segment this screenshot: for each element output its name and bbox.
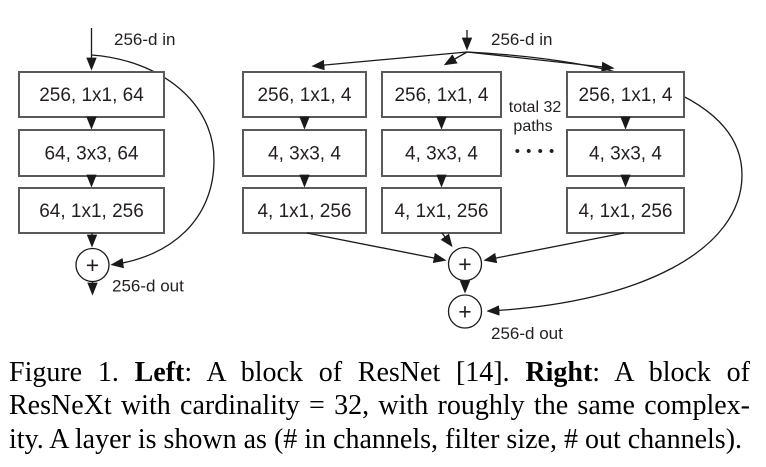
- layer-box: [18, 187, 165, 234]
- layer-label: 256, 1x1, 4: [394, 85, 488, 106]
- plus-icon: +: [458, 251, 471, 277]
- layer-box: [381, 187, 502, 234]
- caption-bold-right: Right: [525, 357, 593, 388]
- caption-line-2: ResNeXt with cardinality = 32, with roug…: [9, 390, 750, 422]
- resnext-path-2: 256, 1x1, 4 4, 3x3, 4 4, 1x1, 256: [381, 71, 502, 234]
- layer-label: 256, 1x1, 4: [578, 85, 672, 106]
- output-dim-label: 256-d out: [491, 324, 563, 343]
- layer-label: 4, 1x1, 256: [578, 201, 672, 222]
- output-dim-label: 256-d out: [112, 277, 184, 296]
- total-paths-note-line2: paths: [513, 118, 552, 135]
- branch-arrow: [311, 51, 468, 71]
- layer-label: 4, 1x1, 256: [394, 201, 488, 222]
- input-dim-label: 256-d in: [491, 30, 552, 49]
- layer-box: [18, 71, 165, 118]
- layer-label: 4, 3x3, 4: [589, 144, 662, 165]
- skip-connection-arrow: [466, 51, 743, 316]
- caption-text: : A block of ResNet [14].: [184, 357, 526, 388]
- layer-label: 256, 1x1, 64: [39, 85, 144, 106]
- ellipsis-dots: • • • •: [515, 143, 556, 160]
- input-dim-label: 256-d in: [114, 30, 175, 49]
- plus-icon: +: [86, 252, 99, 278]
- layer-label: 64, 3x3, 64: [44, 144, 138, 165]
- layer-box: [566, 187, 685, 234]
- figure-caption: Figure 1. Left: A block of ResNet [14]. …: [9, 356, 750, 456]
- layer-label: 4, 3x3, 4: [405, 144, 478, 165]
- layer-label: 64, 1x1, 256: [39, 201, 144, 222]
- total-paths-note-line1: total 32: [509, 99, 562, 116]
- layer-label: 4, 1x1, 256: [257, 201, 351, 222]
- skip-connection-arrow: [91, 54, 215, 269]
- caption-line-1: Figure 1. Left: A block of ResNet [14]. …: [9, 356, 750, 389]
- merge-arrow: [440, 232, 453, 248]
- layer-box: [242, 187, 367, 234]
- block-diagrams: 256-d in 256, 1x1, 64 64, 3x3, 64 64, 1x…: [18, 28, 743, 343]
- merge-arrow: [306, 232, 447, 264]
- sum-node: [447, 294, 483, 329]
- resnet-block-diagram: 256-d in 256, 1x1, 64 64, 3x3, 64 64, 1x…: [18, 28, 215, 296]
- caption-bold-left: Left: [134, 357, 185, 388]
- plus-icon: +: [458, 299, 471, 325]
- merge-arrow: [483, 232, 625, 264]
- caption-text: : A block of: [592, 357, 750, 388]
- layer-label: 256, 1x1, 4: [257, 85, 351, 106]
- resnext-block-diagram: 256-d in 256, 1x1, 4 4, 3x3, 4 4, 1x1, 2…: [242, 30, 743, 343]
- caption-text: Figure 1.: [9, 357, 135, 388]
- layer-box: [566, 129, 685, 177]
- layer-box: [242, 129, 367, 177]
- caption-line-3: ity. A layer is shown as (# in channels,…: [9, 423, 743, 455]
- branch-arrow: [443, 51, 468, 66]
- layer-box: [18, 129, 165, 177]
- resnext-path-32: 256, 1x1, 4 4, 3x3, 4 4, 1x1, 256: [566, 71, 685, 234]
- resnext-path-1: 256, 1x1, 4 4, 3x3, 4 4, 1x1, 256: [242, 71, 367, 234]
- layer-label: 4, 3x3, 4: [268, 144, 341, 165]
